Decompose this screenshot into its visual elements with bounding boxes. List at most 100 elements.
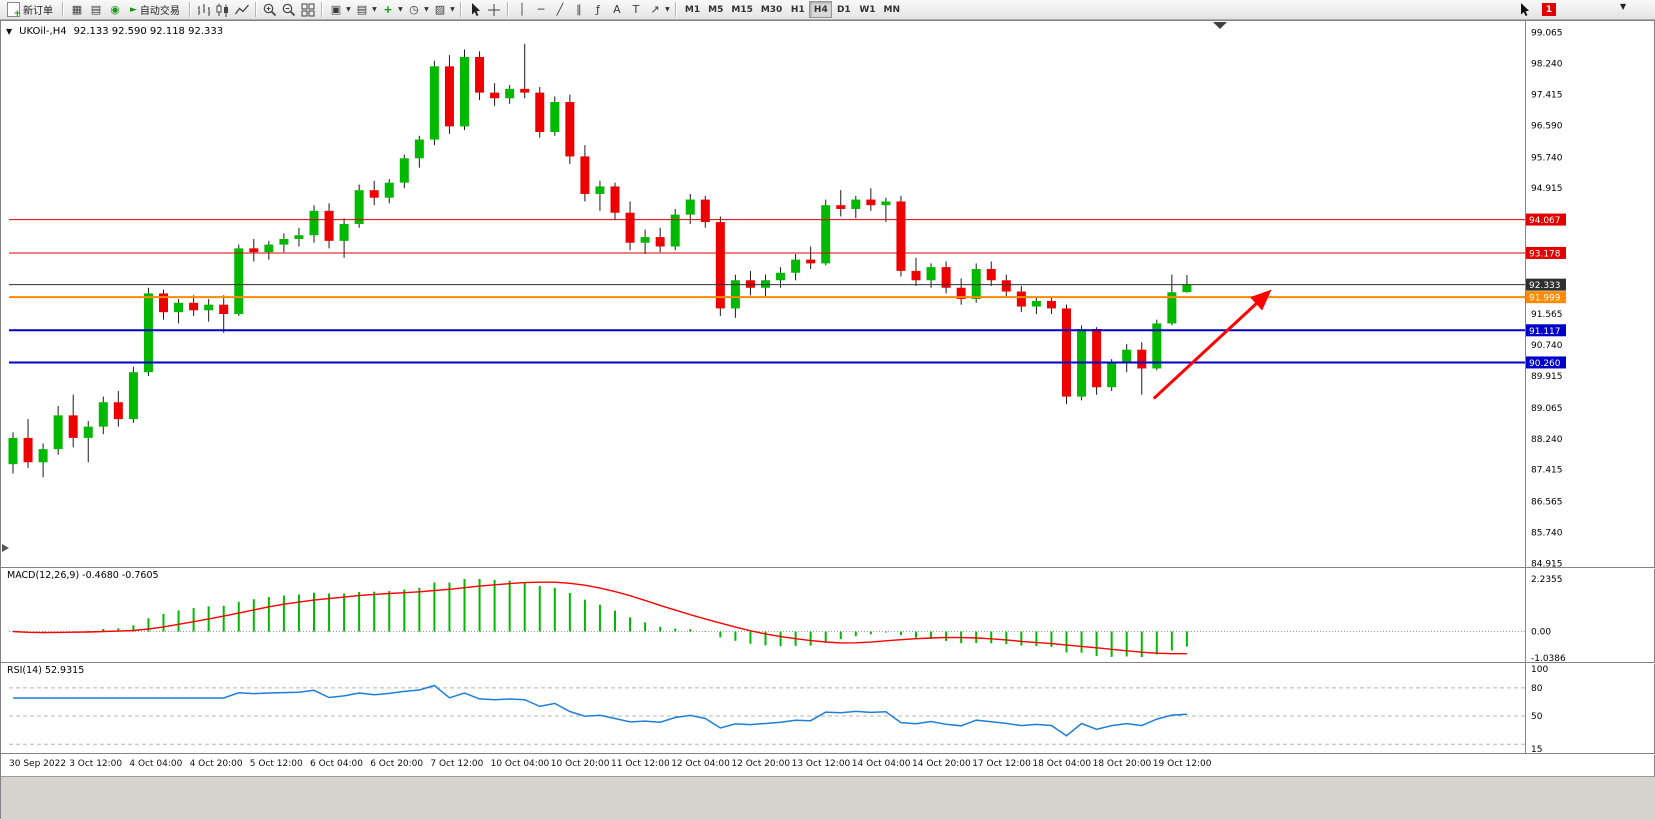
periods-dropdown[interactable]: ◷ ▼ [405, 2, 430, 18]
candle-body [8, 437, 18, 465]
candle-body [429, 66, 439, 140]
candle-body [219, 304, 229, 315]
price-badge-label: 94.067 [1529, 216, 1561, 226]
timeframe-M15[interactable]: M15 [727, 1, 756, 18]
chevron-down-icon: ▼ [346, 6, 351, 13]
time-axis-label: 14 Oct 04:00 [851, 759, 911, 769]
macd-axis-label: -1.0386 [1531, 654, 1566, 662]
quote-ohlc-label: 92.133 92.590 92.118 92.333 [73, 26, 224, 37]
timeframe-D1[interactable]: D1 [832, 1, 855, 18]
candle-body [38, 449, 48, 463]
bar-chart-mode-icon[interactable] [195, 2, 213, 18]
candle-body [1001, 280, 1011, 292]
arrow-tool-icon: ↗ [650, 3, 660, 16]
candle-body [745, 280, 755, 288]
candle-body [896, 201, 906, 271]
cursor-tool-icon[interactable] [466, 2, 484, 18]
candle-body [414, 139, 424, 159]
fibonacci-tool-icon[interactable]: ƒ [595, 3, 600, 16]
candle-body [98, 402, 108, 427]
text-tool-icon[interactable]: A [613, 3, 621, 16]
one-click-trading-toggle[interactable]: ▼ [6, 27, 13, 36]
price-badge-label: 91.117 [1529, 327, 1561, 337]
timeframe-H4[interactable]: H4 [809, 1, 833, 18]
candle-body [535, 92, 545, 133]
macd-pane[interactable]: 2.2355 0.00 -1.0386 [1, 569, 1655, 662]
new-order-button[interactable]: 新订单 [2, 1, 58, 19]
price-axis-label: 89.065 [1531, 404, 1563, 414]
candle-body [700, 199, 710, 223]
candle-body [279, 238, 289, 245]
candle-body [339, 223, 349, 241]
time-axis[interactable]: 30 Sep 2022 3 Oct 12:00 4 Oct 04:00 4 Oct 2… [1, 754, 1655, 776]
toolbar-chevron-icon[interactable]: ▼ [1620, 2, 1627, 11]
price-axis-label: 95.740 [1531, 153, 1563, 163]
trend-arrow-annotation[interactable] [1152, 289, 1272, 400]
chevron-down-icon: ▼ [665, 6, 670, 13]
autotrade-button[interactable]: ► 自动交易 [125, 1, 185, 19]
templates-dropdown[interactable]: ▨ ▼ [431, 2, 456, 18]
timeframe-M30[interactable]: M30 [757, 1, 786, 18]
indicators-dropdown[interactable]: + ▼ [379, 2, 404, 18]
profiles-icon[interactable]: ▤ [90, 3, 102, 16]
price-badge [1526, 291, 1566, 304]
price-axis-label: 90.740 [1531, 341, 1563, 351]
candle-body [565, 101, 575, 157]
rsi-pane[interactable]: 100 80 50 15 [1, 664, 1655, 753]
timeframe-M5[interactable]: M5 [704, 1, 727, 18]
candle-body [550, 101, 560, 133]
timeframe-toolbar: M1 M5 M15 M30 H1 H4 D1 W1 MN [681, 1, 904, 18]
macd-header: MACD(12,26,9) -0.4680 -0.7605 [7, 570, 159, 581]
chart-title: ▼ UKOil-,H4 92.133 92.590 92.118 92.333 [6, 26, 223, 37]
notification-badge[interactable]: 1 [1542, 3, 1556, 16]
time-axis-label: 3 Oct 12:00 [69, 759, 123, 769]
candle-body [821, 205, 831, 264]
main-price-pane[interactable]: 99.065 98.240 97.415 96.590 95.740 94.915 91.5… [1, 21, 1655, 567]
chart-shift-marker[interactable] [1213, 22, 1227, 29]
timeframe-W1[interactable]: W1 [855, 1, 879, 18]
channel-tool-icon[interactable]: ∥ [576, 3, 582, 16]
toolbar-separator [254, 2, 257, 17]
time-axis-label: 18 Oct 20:00 [1092, 759, 1152, 769]
tile-windows-icon[interactable] [299, 2, 317, 18]
line-chart-mode-icon[interactable] [233, 2, 251, 18]
trendline-tool-icon[interactable]: ╱ [556, 3, 564, 16]
label-tool-icon[interactable]: T [632, 3, 640, 16]
bottom-strip [1, 776, 1655, 820]
candle-body [1062, 308, 1071, 397]
pane-separator[interactable] [1, 662, 1655, 664]
candlestick-mode-icon[interactable] [214, 2, 232, 18]
rsi-axis-label: 80 [1531, 684, 1543, 694]
candle-body [505, 88, 515, 99]
pane-separator[interactable] [1, 567, 1655, 569]
candle-body [1152, 323, 1162, 369]
timeframe-M1[interactable]: M1 [681, 1, 704, 18]
candle-body [113, 402, 123, 420]
candle-body [399, 158, 409, 183]
vertical-line-tool-icon[interactable]: │ [518, 3, 526, 16]
new-window-dropdown[interactable]: ▣ ▼ [327, 2, 352, 18]
toolbar-separator [320, 2, 323, 17]
time-axis-label: 12 Oct 04:00 [671, 759, 730, 769]
candle-body [580, 156, 590, 194]
candle-body [174, 302, 184, 313]
candle-body [249, 248, 259, 253]
zoom-out-icon[interactable] [280, 2, 298, 18]
candle-body [204, 304, 214, 311]
macd-axis-label: 2.2355 [1531, 575, 1563, 585]
candle-body [986, 269, 996, 281]
timeframe-H1[interactable]: H1 [786, 1, 809, 18]
crosshair-tool-icon[interactable] [485, 2, 503, 18]
candle-body [490, 92, 500, 99]
profiles-dropdown[interactable]: ▤ ▼ [353, 2, 378, 18]
price-badge [1526, 356, 1566, 369]
zoom-in-icon[interactable] [261, 2, 279, 18]
candle-body [384, 182, 394, 198]
new-chart-icon[interactable]: ▦ [71, 3, 83, 16]
horizontal-line-tool-icon[interactable]: ─ [537, 3, 545, 16]
chevron-down-icon: ▼ [372, 6, 377, 13]
sound-alerts-icon[interactable]: ◉ [110, 3, 120, 16]
arrows-tool-dropdown[interactable]: ↗ ▼ [646, 2, 671, 18]
add-indicator-icon: + [383, 3, 393, 16]
timeframe-MN[interactable]: MN [880, 1, 905, 18]
